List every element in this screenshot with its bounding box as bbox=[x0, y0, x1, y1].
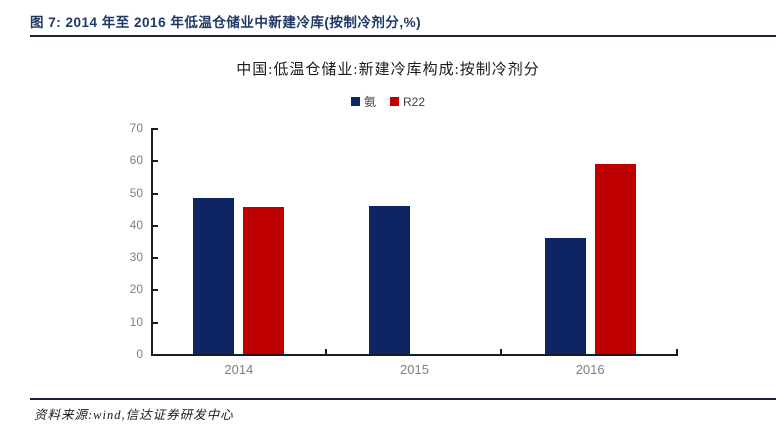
chart-legend: 氨 R22 bbox=[0, 93, 776, 110]
bar-ammonia-2014 bbox=[193, 197, 235, 354]
y-tick bbox=[153, 289, 158, 292]
bottom-rule bbox=[30, 398, 776, 400]
bar-ammonia-2015 bbox=[369, 205, 410, 354]
x-tick bbox=[324, 349, 327, 354]
y-tick bbox=[153, 321, 158, 324]
bar-r22-2016 bbox=[594, 163, 636, 354]
top-rule bbox=[30, 35, 776, 37]
x-tick-label-2015: 2015 bbox=[400, 362, 429, 377]
y-tick bbox=[153, 192, 158, 195]
x-tick bbox=[676, 349, 678, 354]
y-tick-label: 10 bbox=[129, 314, 143, 329]
y-tick bbox=[153, 224, 158, 227]
legend-item-r22: R22 bbox=[390, 93, 425, 110]
source-note: 资料来源:wind,信达证券研发中心 bbox=[34, 408, 234, 422]
x-axis bbox=[151, 354, 678, 356]
y-tick-label: 70 bbox=[129, 121, 143, 135]
y-tick-label: 30 bbox=[129, 250, 143, 265]
y-tick bbox=[153, 257, 158, 260]
y-tick bbox=[153, 128, 158, 130]
bar-r22-2014 bbox=[243, 207, 285, 354]
legend-label-r22: R22 bbox=[403, 94, 426, 109]
legend-swatch-r22 bbox=[390, 97, 399, 106]
y-tick bbox=[153, 354, 158, 356]
x-tick bbox=[500, 349, 503, 354]
y-tick-label: 40 bbox=[129, 217, 143, 232]
y-tick-label: 0 bbox=[136, 347, 143, 361]
y-tick-label: 50 bbox=[129, 185, 143, 200]
chart-title: 中国:低温仓储业:新建冷库构成:按制冷剂分 bbox=[236, 62, 540, 78]
figure-caption: 图 7: 2014 年至 2016 年低温仓储业中新建冷库(按制冷剂分,%) bbox=[30, 15, 422, 30]
x-tick-label-2014: 2014 bbox=[224, 362, 254, 377]
legend-label-ammonia: 氨 bbox=[363, 95, 376, 109]
legend-swatch-ammonia bbox=[350, 97, 360, 106]
y-axis bbox=[151, 128, 153, 356]
y-tick-label: 20 bbox=[129, 282, 143, 297]
y-tick-label: 60 bbox=[129, 153, 143, 168]
y-tick bbox=[153, 160, 158, 163]
legend-item-ammonia: 氨 bbox=[350, 93, 376, 110]
x-tick-label-2016: 2016 bbox=[575, 362, 605, 377]
bar-ammonia-2016 bbox=[544, 238, 586, 354]
